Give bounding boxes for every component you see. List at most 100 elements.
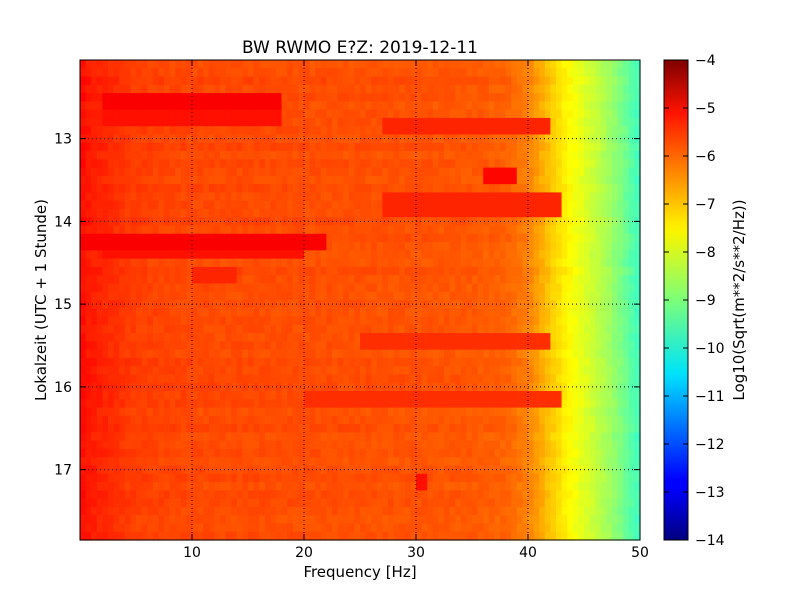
heatmap-cell (544, 225, 551, 235)
heatmap-cell (393, 258, 400, 268)
heatmap-cell (326, 159, 333, 169)
heatmap-cell (91, 382, 98, 392)
heatmap-cell (248, 440, 255, 450)
heatmap-cell (348, 333, 355, 342)
heatmap-cell (348, 457, 355, 467)
heatmap-cell (466, 68, 473, 78)
heatmap-cell (427, 457, 434, 467)
heatmap-cell (281, 242, 288, 251)
heatmap-cell (287, 399, 294, 409)
heatmap-cell (410, 341, 417, 351)
heatmap-cell (214, 109, 221, 119)
heatmap-cell (315, 432, 322, 442)
heatmap-cell (371, 68, 378, 78)
heatmap-cell (119, 448, 126, 458)
heatmap-cell (444, 68, 451, 78)
heatmap-cell (561, 109, 568, 119)
heatmap-cell (119, 258, 126, 268)
heatmap-cell (180, 159, 187, 169)
heatmap-cell (600, 93, 607, 102)
heatmap-cell (270, 440, 277, 450)
heatmap-cell (589, 76, 596, 86)
heatmap-cell (533, 225, 540, 235)
heatmap-cell (472, 159, 479, 169)
heatmap-cell (550, 291, 557, 301)
heatmap-cell (516, 424, 523, 434)
heatmap-cell (197, 324, 204, 334)
heatmap-cell (309, 258, 316, 268)
heatmap-cell (186, 407, 193, 417)
heatmap-cell (136, 109, 143, 119)
heatmap-cell (220, 151, 227, 160)
heatmap-cell (404, 391, 411, 400)
heatmap-cell (388, 217, 395, 227)
heatmap-cell (85, 366, 92, 376)
heatmap-cell (80, 357, 87, 367)
heatmap-cell (399, 382, 406, 392)
heatmap-cell (539, 391, 546, 400)
heatmap-cell (80, 275, 87, 285)
heatmap-cell (388, 184, 395, 194)
heatmap-cell (494, 217, 501, 227)
heatmap-cell (130, 341, 137, 351)
heatmap-cell (287, 208, 294, 218)
heatmap-cell (628, 333, 635, 342)
heatmap-cell (197, 142, 204, 152)
heatmap-cell (528, 93, 535, 102)
heatmap-cell (578, 448, 585, 458)
heatmap-cell (141, 159, 148, 169)
heatmap-cell (91, 242, 98, 251)
heatmap-cell (220, 225, 227, 235)
heatmap-cell (152, 242, 159, 251)
heatmap-cell (124, 250, 131, 260)
heatmap-cell (494, 457, 501, 467)
heatmap-cell (623, 407, 630, 417)
heatmap-cell (444, 76, 451, 86)
heatmap-cell (376, 448, 383, 458)
heatmap-cell (556, 126, 563, 136)
heatmap-cell (186, 60, 193, 69)
heatmap-cell (365, 407, 372, 417)
heatmap-cell (242, 134, 249, 144)
heatmap-cell (85, 242, 92, 251)
heatmap-cell (287, 283, 294, 293)
heatmap-cell (572, 382, 579, 392)
heatmap-cell (337, 208, 344, 218)
heatmap-cell (208, 440, 215, 450)
heatmap-cell (399, 357, 406, 367)
heatmap-cell (354, 159, 361, 169)
heatmap-cell (567, 217, 574, 227)
heatmap-cell (628, 208, 635, 218)
heatmap-cell (253, 349, 260, 359)
heatmap-cell (276, 151, 283, 160)
heatmap-cell (600, 258, 607, 268)
heatmap-cell (91, 291, 98, 301)
heatmap-cell (427, 283, 434, 293)
heatmap-cell (169, 225, 176, 235)
heatmap-cell (231, 457, 238, 467)
heatmap-cell (606, 134, 613, 144)
heatmap-cell (612, 184, 619, 194)
heatmap-cell (578, 374, 585, 384)
heatmap-cell (628, 448, 635, 458)
heatmap-cell (500, 324, 507, 334)
heatmap-cell (326, 357, 333, 367)
heatmap-cell (242, 391, 249, 400)
heatmap-cell (421, 76, 428, 86)
heatmap-cell (399, 225, 406, 235)
heatmap-cell (388, 357, 395, 367)
heatmap-cell (96, 159, 103, 169)
heatmap-cell (180, 465, 187, 475)
heatmap-cell (432, 167, 439, 177)
heatmap-cell (494, 275, 501, 285)
heatmap-cell (505, 357, 512, 367)
heatmap-cell (259, 175, 266, 185)
heatmap-cell (348, 448, 355, 458)
heatmap-cell (91, 324, 98, 334)
heatmap-cell (427, 175, 434, 185)
heatmap-cell (584, 258, 591, 268)
heatmap-cell (354, 374, 361, 384)
heatmap-cell (264, 291, 271, 301)
heatmap-cell (550, 258, 557, 268)
heatmap-cell (130, 167, 137, 177)
